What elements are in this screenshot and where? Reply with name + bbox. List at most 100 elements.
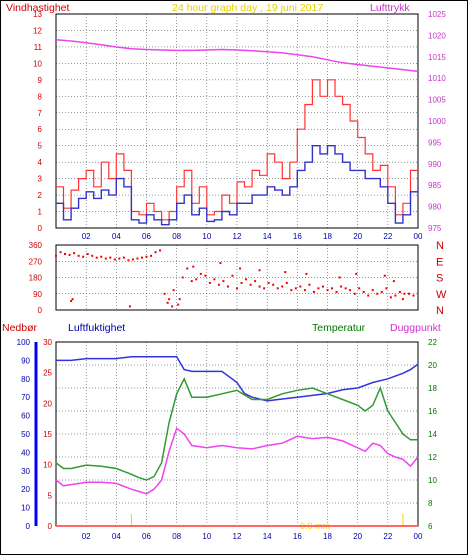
rain-y-tick-15: 15 [43,430,52,439]
humidity-y-tick-40: 40 [21,448,30,457]
pressure-y-tick-1020: 1020 [428,31,446,40]
direction-point-41 [240,281,243,284]
wind-x-tick-16: 16 [293,232,302,241]
direction-point-46 [263,287,266,290]
temp-y-tick-16: 16 [428,407,437,416]
direction-point-37 [222,280,225,283]
direction-point-51 [285,281,288,284]
direction-point-88 [239,267,242,270]
pressure-line [55,38,419,73]
direction-point-59 [321,285,324,288]
wind-y-tick-8: 8 [38,92,43,101]
direction-point-50 [281,285,284,288]
pressure-y-tick-1010: 1010 [428,74,446,83]
rain-y-tick-30: 30 [43,338,52,347]
direction-point-9 [95,256,98,259]
direction-point-17 [131,258,134,261]
direction-y-tick-90: 90 [33,290,42,299]
direction-point-40 [236,287,238,290]
direction-point-0 [55,254,57,257]
temp-y-tick-12: 12 [428,453,437,462]
direction-point-74 [389,296,392,299]
direction-point-32 [199,272,202,275]
direction-point-7 [86,253,89,256]
humidity-x-tick-16: 16 [293,532,302,541]
direction-y-tick-270: 270 [29,257,43,266]
direction-point-19 [140,256,143,259]
wind-y-tick-2: 2 [38,191,43,200]
direction-compass-label-2: S [436,273,443,285]
wind-y-tick-11: 11 [34,43,43,52]
direction-point-24 [163,292,166,295]
temp-y-tick-14: 14 [428,430,437,439]
direction-point-92 [338,276,341,279]
wind-x-tick-08: 08 [172,232,181,241]
wind-x-tick-18: 18 [323,232,332,241]
wind-x-tick-04: 04 [112,232,121,241]
direction-point-90 [284,271,287,274]
humidity-y-tick-100: 100 [17,338,31,347]
direction-point-76 [398,290,401,293]
rain-y-tick-25: 25 [43,369,52,378]
direction-point-35 [213,278,216,281]
direction-point-72 [380,290,383,293]
temp-y-tick-18: 18 [428,384,437,393]
direction-point-26 [172,289,175,292]
direction-y-tick-0: 0 [38,306,43,315]
direction-point-21 [150,254,153,257]
humidity-line [56,355,419,402]
direction-point-39 [231,274,234,277]
rain-y-tick-0: 0 [48,522,53,531]
wind-y-tick-1: 1 [38,208,43,217]
rain-y-tick-10: 10 [43,461,52,470]
direction-point-77 [403,292,406,295]
direction-point-8 [91,254,94,257]
direction-point-95 [392,280,395,283]
humidity-y-tick-80: 80 [21,375,30,384]
direction-point-58 [317,287,320,290]
direction-point-78 [407,292,410,295]
direction-point-63 [340,285,343,288]
direction-point-96 [401,298,404,301]
direction-point-61 [331,287,334,290]
direction-point-1 [59,251,62,254]
direction-point-55 [303,289,306,292]
direction-compass-label-3: E [436,256,443,268]
pressure-y-tick-1015: 1015 [428,53,446,62]
direction-y-tick-360: 360 [29,241,43,250]
wind-x-tick-10: 10 [202,232,211,241]
temp-y-tick-20: 20 [428,361,437,370]
direction-point-93 [355,272,358,275]
direction-point-33 [204,274,207,277]
wind-x-tick-20: 20 [353,232,362,241]
humidity-y-tick-10: 10 [21,504,30,513]
humidity-x-tick-06: 06 [142,532,151,541]
temperature-line [55,376,418,481]
direction-point-75 [394,294,397,297]
direction-point-66 [353,292,356,295]
humidity-x-tick-18: 18 [323,532,332,541]
direction-point-2 [64,253,67,256]
temp-y-tick-8: 8 [428,499,433,508]
humidity-x-tick-14: 14 [263,532,272,541]
pressure-y-tick-990: 990 [428,160,442,169]
direction-point-82 [128,305,131,308]
direction-point-43 [249,283,252,286]
direction-point-86 [178,298,181,301]
wind-y-tick-12: 12 [33,26,42,35]
direction-point-62 [335,290,338,293]
wind-y-tick-5: 5 [38,142,43,151]
direction-point-80 [70,299,73,302]
dewpoint-axis-title: Duggpunkt [390,322,441,334]
direction-point-69 [367,294,370,297]
humidity-x-tick-08: 08 [172,532,181,541]
direction-point-87 [219,262,222,265]
direction-point-3 [68,253,71,256]
humidity-x-tick-04: 04 [112,532,121,541]
wind-x-tick-02: 02 [82,232,91,241]
direction-point-18 [136,257,139,260]
rain-y-tick-20: 20 [43,399,52,408]
temp-y-tick-6: 6 [428,522,433,531]
